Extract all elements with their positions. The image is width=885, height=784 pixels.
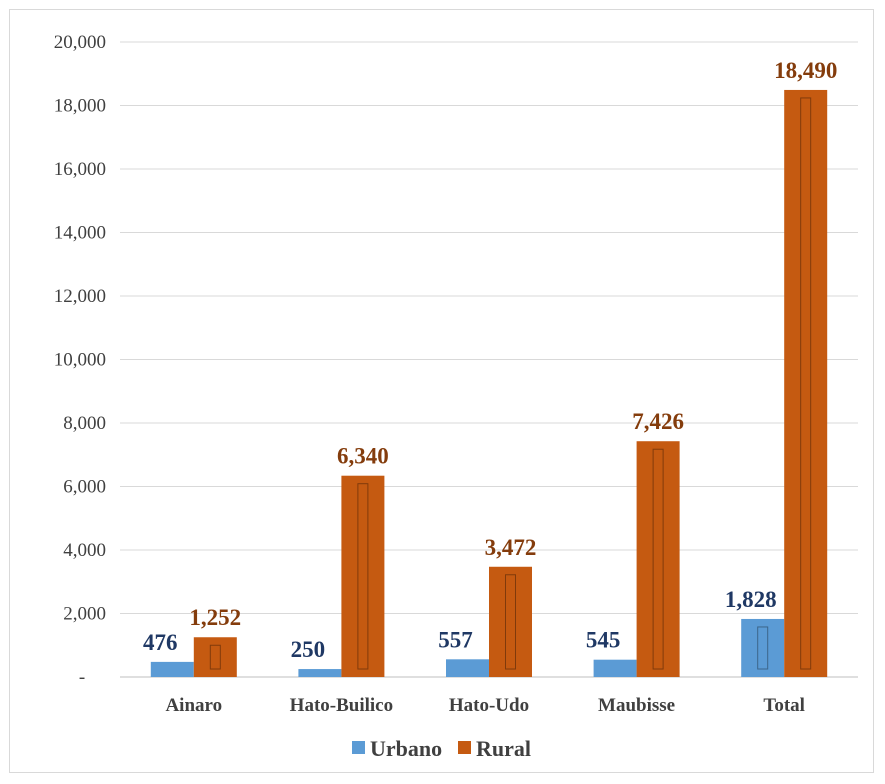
data-label: 6,340 — [337, 444, 389, 469]
bar-bevel — [505, 574, 516, 670]
bars — [150, 89, 828, 677]
y-tick-label: - — [79, 667, 85, 688]
x-tick-label: Maubisse — [598, 695, 675, 716]
y-tick-label: 14,000 — [54, 223, 106, 244]
bar-bevel — [209, 644, 221, 670]
y-tick-label: 10,000 — [54, 350, 106, 371]
x-tick-label: Hato-Builico — [290, 695, 393, 716]
bar-urbano — [741, 618, 785, 677]
bar-rural — [489, 566, 532, 677]
x-tick-label: Total — [763, 695, 805, 716]
bar-urbano — [298, 669, 342, 677]
data-label: 476 — [143, 630, 178, 655]
legend: Urbano Rural — [352, 736, 531, 761]
data-label: 1,828 — [725, 587, 777, 612]
data-label: 557 — [438, 627, 473, 652]
y-tick-label: 4,000 — [63, 540, 106, 561]
bar-bevel — [652, 448, 664, 670]
data-label: 7,426 — [632, 409, 684, 434]
legend-label-rural: Rural — [476, 736, 531, 761]
bar-rural — [636, 441, 680, 677]
y-axis: - 2,000 4,000 6,000 8,000 10,000 12,000 14,000 1… — [54, 32, 106, 688]
y-tick-label: 16,000 — [54, 159, 106, 180]
x-tick-label: Ainaro — [165, 695, 222, 716]
legend-swatch-urbano — [352, 741, 365, 754]
bar-bevel — [800, 97, 812, 670]
chart-frame: - 2,000 4,000 6,000 8,000 10,000 12,000 14,000 1… — [9, 9, 874, 773]
bar-chart: - 2,000 4,000 6,000 8,000 10,000 12,000 14,000 1… — [54, 32, 858, 761]
y-tick-label: 2,000 — [63, 604, 106, 625]
data-label: 250 — [291, 637, 326, 662]
bar-rural — [193, 637, 237, 677]
bar-urbano — [593, 659, 637, 677]
x-tick-label: Hato-Udo — [449, 695, 529, 716]
bar-urbano — [446, 659, 489, 677]
gridlines — [120, 41, 858, 678]
data-label: 1,252 — [189, 605, 241, 630]
data-labels: 476 1,252 250 6,340 557 3,472 545 7,426 1,828 18,… — [143, 58, 837, 662]
y-tick-label: 6,000 — [63, 477, 106, 498]
data-label: 18,490 — [774, 58, 837, 83]
bar-bevel — [357, 483, 369, 670]
y-tick-label: 18,000 — [54, 96, 106, 117]
y-tick-label: 12,000 — [54, 286, 106, 307]
y-tick-label: 20,000 — [54, 32, 106, 53]
bar-rural — [341, 475, 385, 677]
y-tick-label: 8,000 — [63, 413, 106, 434]
bar-urbano — [150, 661, 194, 677]
data-label: 3,472 — [485, 535, 537, 560]
legend-label-urbano: Urbano — [370, 736, 442, 761]
data-label: 545 — [586, 628, 621, 653]
bar-rural — [784, 89, 828, 677]
x-axis: Ainaro Hato-Builico Hato-Udo Maubisse Total — [165, 695, 805, 716]
bar-bevel — [757, 626, 769, 670]
legend-swatch-rural — [458, 741, 471, 754]
